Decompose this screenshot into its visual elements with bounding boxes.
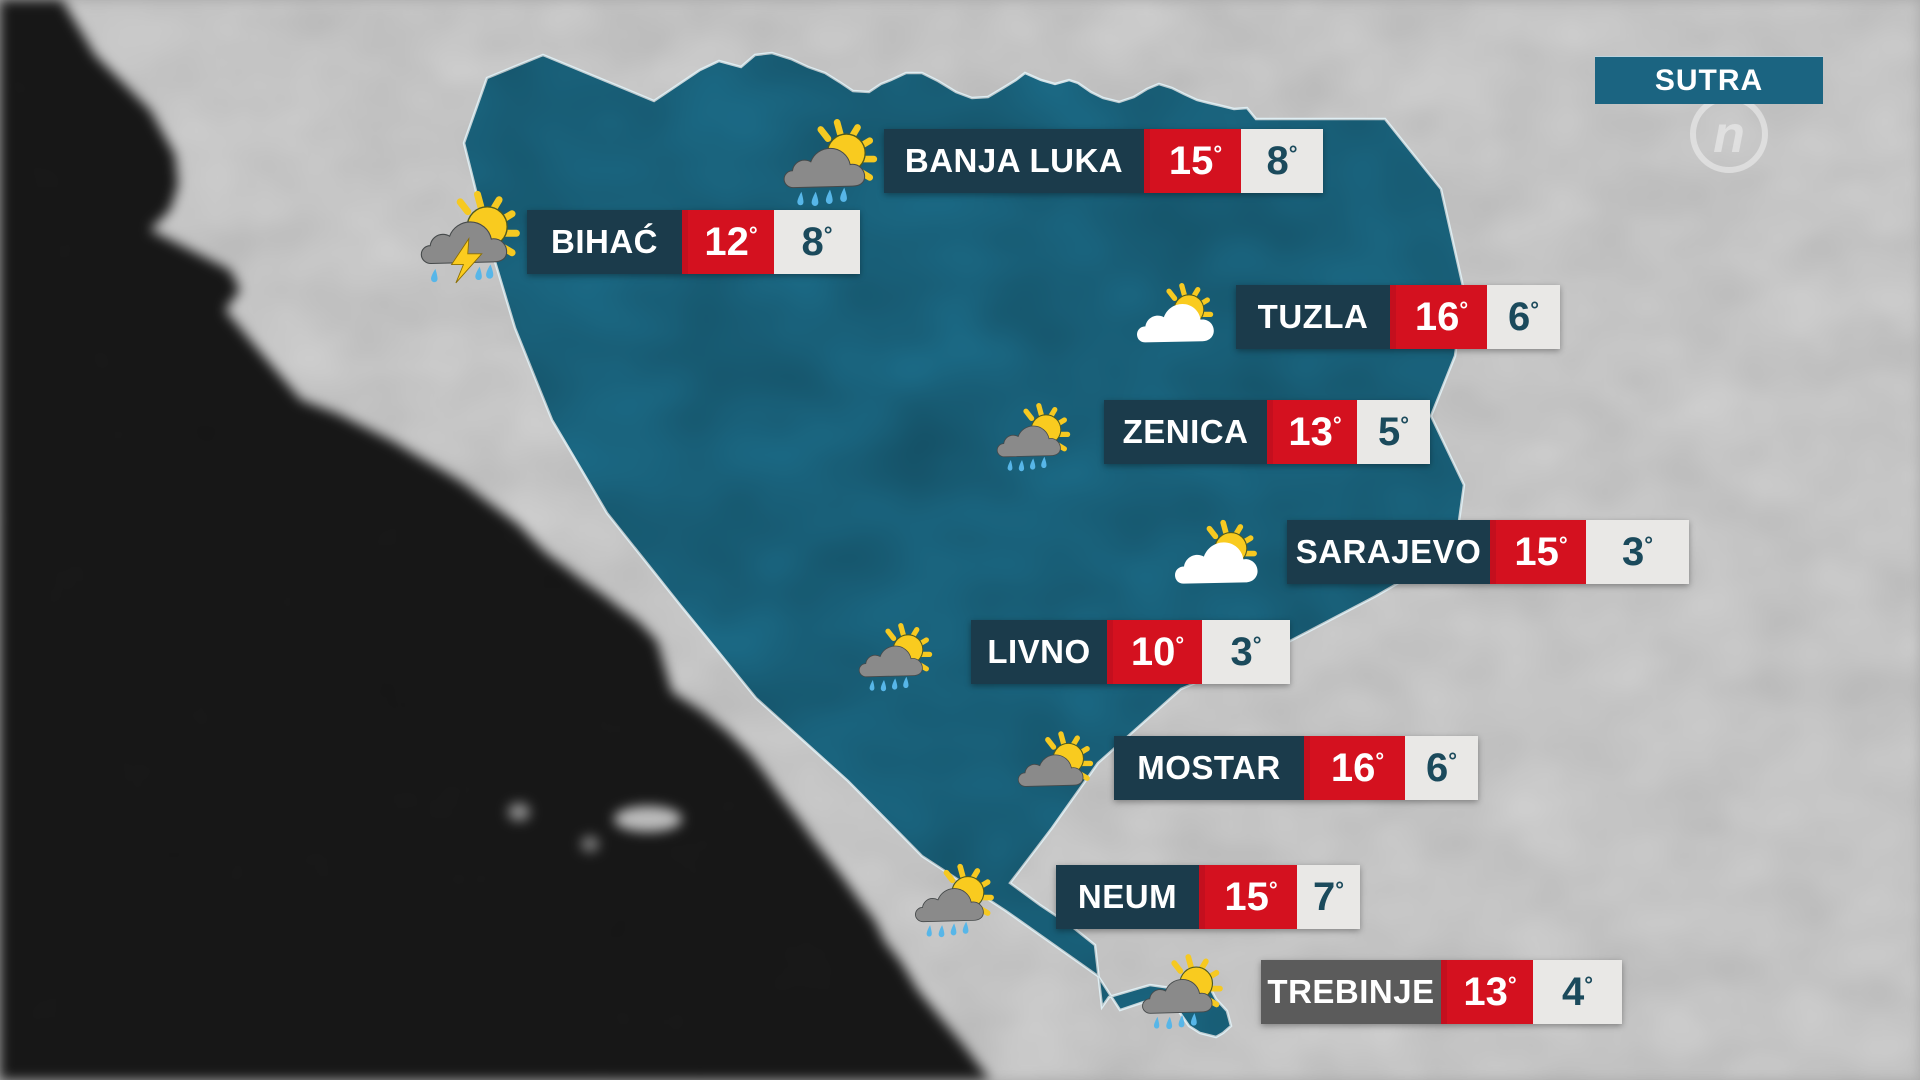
svg-text:n: n xyxy=(1713,106,1745,164)
